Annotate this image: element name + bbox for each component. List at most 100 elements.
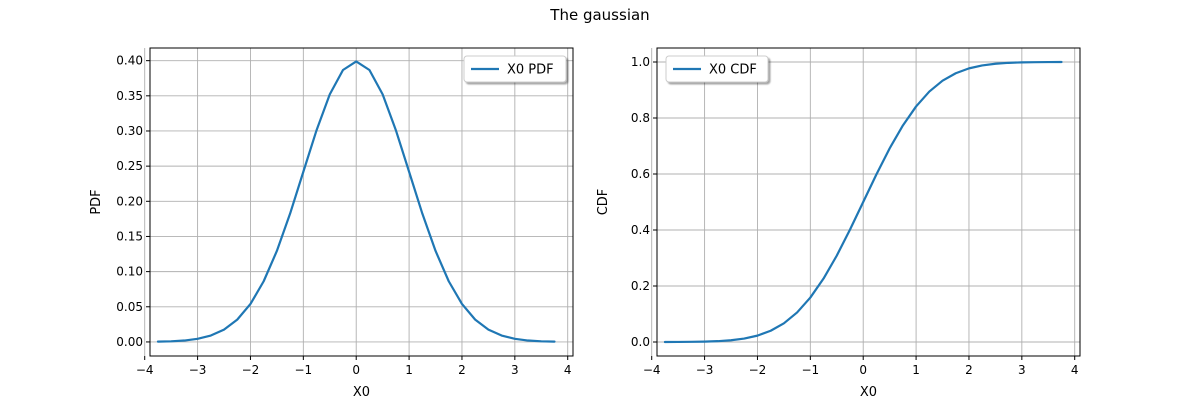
x-axis-label: X0: [860, 385, 877, 400]
cdf-data-point: [968, 67, 970, 69]
cdf-subplot: −4 −3 −2 −1 0 1 2 3 4 0.0 0.2 0.4 0.6 0.8 1.0 X0 CDF X0 C…: [596, 47, 1081, 400]
y-tick-label: 0.6: [631, 167, 650, 181]
y-tick-label: 0.40: [116, 54, 143, 68]
x-tick-label: 2: [965, 363, 973, 377]
cdf-series-line: [663, 60, 1063, 344]
cdf-data-point: [809, 297, 811, 299]
pdf-data-point: [421, 213, 423, 215]
y-tick-label: 0.35: [116, 89, 143, 103]
cdf-data-point: [1034, 61, 1036, 63]
y-tick-label: 0.25: [116, 159, 143, 173]
y-tick-label: 0.10: [116, 265, 143, 279]
pdf-data-point: [540, 340, 542, 342]
legend-box: [463, 55, 567, 83]
pdf-subplot: −4 −3 −2 −1 0 1 2 3 4 0.00 0.05 0.10 0.15 0.20 0.25 0.3…: [89, 47, 574, 400]
cdf-data-point: [690, 341, 692, 343]
cdf-data-point: [994, 63, 996, 65]
cdf-data-point: [1021, 61, 1023, 63]
cdf-data-point: [849, 229, 851, 231]
y-tick-label: 0.05: [116, 300, 143, 314]
pdf-data-point: [461, 303, 463, 305]
pdf-data-point: [329, 93, 331, 95]
cdf-data-point: [1008, 62, 1010, 64]
cdf-data-point: [942, 80, 944, 82]
pdf-data-point: [342, 69, 344, 71]
x-tick-label: −1: [801, 363, 819, 377]
x-tick-label: −3: [696, 363, 714, 377]
x-tick-label: 0: [859, 363, 867, 377]
pdf-data-point: [527, 340, 529, 342]
cdf-data-point: [717, 340, 719, 342]
cdf-data-point: [677, 341, 679, 343]
x-tick-label: −2: [749, 363, 767, 377]
cdf-data-point: [902, 124, 904, 126]
cdf-data-point: [796, 311, 798, 313]
pdf-data-point: [514, 338, 516, 340]
x-tick-label: 4: [1071, 363, 1079, 377]
axes-frame: [149, 47, 574, 357]
pdf-data-point: [170, 340, 172, 342]
cdf-data-point: [889, 147, 891, 149]
pdf-data-point: [210, 335, 212, 337]
pdf-data-point: [249, 303, 251, 305]
pdf-data-point: [302, 171, 304, 173]
cdf-data-point: [664, 341, 666, 343]
pdf-data-point: [395, 129, 397, 131]
cdf-data-point: [955, 72, 957, 74]
cdf-data-point: [783, 322, 785, 324]
x-tick-label: −1: [294, 363, 312, 377]
cdf-data-point: [1047, 61, 1049, 63]
pdf-data-point: [157, 341, 159, 343]
pdf-series-line: [156, 60, 556, 343]
axes-frame: [656, 47, 1081, 357]
y-axis-label: PDF: [89, 189, 104, 214]
x-tick-label: 1: [405, 363, 413, 377]
cdf-data-point: [862, 201, 864, 203]
cdf-data-point: [730, 339, 732, 341]
legend-label: X0 PDF: [507, 63, 554, 78]
pdf-data-point: [223, 329, 225, 331]
pdf-data-point: [263, 280, 265, 282]
pdf-data-point: [487, 329, 489, 331]
pdf-data-point: [355, 60, 357, 62]
y-tick-label: 0.00: [116, 335, 143, 349]
cdf-data-point: [836, 255, 838, 257]
cdf-data-point: [915, 105, 917, 107]
cdf-data-point: [704, 341, 706, 343]
cdf-data-point: [928, 91, 930, 93]
x-tick-label: 3: [1018, 363, 1026, 377]
x-tick-label: 1: [912, 363, 920, 377]
pdf-data-point: [236, 319, 238, 321]
cdf-data-point: [743, 338, 745, 340]
y-tick-label: 0.4: [631, 223, 650, 237]
pdf-data-point: [368, 69, 370, 71]
pdf-data-point: [197, 338, 199, 340]
pdf-data-point: [382, 93, 384, 95]
pdf-data-point: [448, 280, 450, 282]
x-tick-label: 2: [458, 363, 466, 377]
pdf-data-point: [553, 341, 555, 343]
x-tick-label: 3: [511, 363, 519, 377]
legend-label: X0 CDF: [709, 63, 757, 78]
cdf-data-point: [770, 330, 772, 332]
pdf-data-point: [289, 213, 291, 215]
legend-box: [665, 55, 769, 83]
x-tick-label: 4: [564, 363, 572, 377]
y-tick-label: 1.0: [631, 55, 650, 69]
x-tick-label: −2: [242, 363, 260, 377]
pdf-data-point: [474, 319, 476, 321]
y-axis-label: CDF: [596, 189, 611, 216]
x-tick-label: 0: [352, 363, 360, 377]
y-tick-label: 0.8: [631, 111, 650, 125]
x-tick-label: −4: [643, 363, 661, 377]
x-tick-label: −4: [136, 363, 154, 377]
cdf-data-point: [981, 64, 983, 66]
cdf-data-point: [823, 278, 825, 280]
y-tick-label: 0.30: [116, 124, 143, 138]
y-tick-label: 0.0: [631, 335, 650, 349]
pdf-data-point: [408, 171, 410, 173]
x-axis-label: X0: [353, 385, 370, 400]
cdf-data-point: [756, 335, 758, 337]
y-tick-label: 0.20: [116, 194, 143, 208]
pdf-data-point: [276, 250, 278, 252]
